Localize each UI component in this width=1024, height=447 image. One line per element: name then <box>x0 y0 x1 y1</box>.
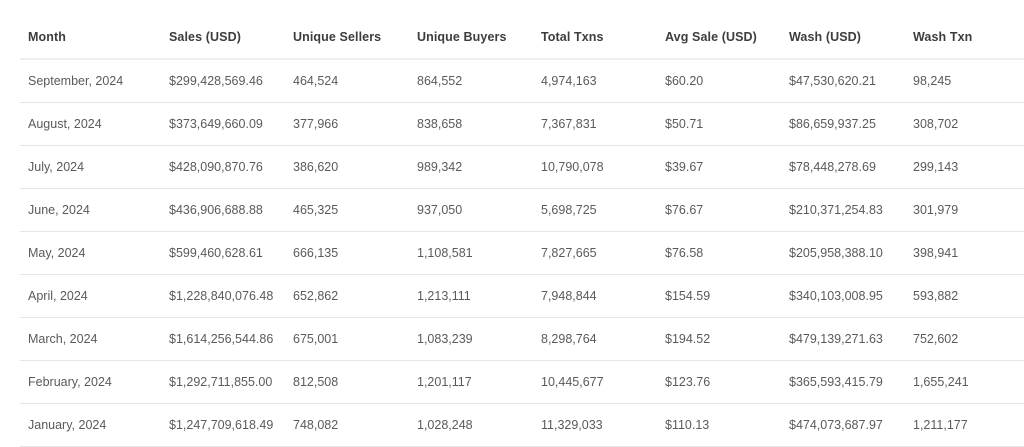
column-header-wash-usd: Wash (USD) <box>781 16 905 60</box>
cell-avg-sale-usd: $110.13 <box>657 403 781 447</box>
table-row: August, 2024 $373,649,660.09 377,966 838… <box>20 102 1024 146</box>
cell-total-txns: 7,367,831 <box>533 102 657 146</box>
cell-unique-sellers: 812,508 <box>285 360 409 404</box>
cell-sales-usd: $1,292,711,855.00 <box>161 360 285 404</box>
cell-unique-sellers: 464,524 <box>285 59 409 103</box>
cell-unique-buyers: 1,201,117 <box>409 360 533 404</box>
cell-total-txns: 7,827,665 <box>533 231 657 275</box>
cell-total-txns: 4,974,163 <box>533 59 657 103</box>
cell-avg-sale-usd: $39.67 <box>657 145 781 189</box>
cell-avg-sale-usd: $154.59 <box>657 274 781 318</box>
cell-sales-usd: $599,460,628.61 <box>161 231 285 275</box>
cell-sales-usd: $373,649,660.09 <box>161 102 285 146</box>
cell-unique-buyers: 1,108,581 <box>409 231 533 275</box>
column-header-wash-txn: Wash Txn <box>905 16 1024 60</box>
cell-total-txns: 7,948,844 <box>533 274 657 318</box>
cell-total-txns: 11,329,033 <box>533 403 657 447</box>
table-row: March, 2024 $1,614,256,544.86 675,001 1,… <box>20 317 1024 361</box>
cell-avg-sale-usd: $60.20 <box>657 59 781 103</box>
cell-unique-sellers: 666,135 <box>285 231 409 275</box>
cell-total-txns: 8,298,764 <box>533 317 657 361</box>
column-header-unique-sellers: Unique Sellers <box>285 16 409 60</box>
cell-wash-usd: $78,448,278.69 <box>781 145 905 189</box>
cell-unique-sellers: 652,862 <box>285 274 409 318</box>
cell-unique-sellers: 675,001 <box>285 317 409 361</box>
cell-wash-usd: $340,103,008.95 <box>781 274 905 318</box>
cell-wash-txn: 98,245 <box>905 59 1024 103</box>
cell-avg-sale-usd: $76.67 <box>657 188 781 232</box>
table-row: April, 2024 $1,228,840,076.48 652,862 1,… <box>20 274 1024 318</box>
cell-unique-buyers: 1,083,239 <box>409 317 533 361</box>
cell-sales-usd: $436,906,688.88 <box>161 188 285 232</box>
cell-wash-usd: $205,958,388.10 <box>781 231 905 275</box>
cell-wash-txn: 299,143 <box>905 145 1024 189</box>
cell-wash-usd: $365,593,415.79 <box>781 360 905 404</box>
cell-wash-txn: 301,979 <box>905 188 1024 232</box>
cell-wash-usd: $474,073,687.97 <box>781 403 905 447</box>
column-header-total-txns: Total Txns <box>533 16 657 60</box>
cell-total-txns: 10,445,677 <box>533 360 657 404</box>
cell-wash-txn: 1,211,177 <box>905 403 1024 447</box>
table-row: July, 2024 $428,090,870.76 386,620 989,3… <box>20 145 1024 189</box>
cell-wash-txn: 593,882 <box>905 274 1024 318</box>
cell-unique-sellers: 748,082 <box>285 403 409 447</box>
cell-wash-usd: $210,371,254.83 <box>781 188 905 232</box>
cell-unique-sellers: 465,325 <box>285 188 409 232</box>
cell-unique-buyers: 1,028,248 <box>409 403 533 447</box>
table-row: June, 2024 $436,906,688.88 465,325 937,0… <box>20 188 1024 232</box>
monthly-sales-table-container: Month Sales (USD) Unique Sellers Unique … <box>20 16 1024 447</box>
column-header-unique-buyers: Unique Buyers <box>409 16 533 60</box>
table-row: May, 2024 $599,460,628.61 666,135 1,108,… <box>20 231 1024 275</box>
cell-wash-usd: $479,139,271.63 <box>781 317 905 361</box>
cell-unique-buyers: 838,658 <box>409 102 533 146</box>
column-header-month: Month <box>20 16 161 60</box>
cell-wash-txn: 752,602 <box>905 317 1024 361</box>
table-row: September, 2024 $299,428,569.46 464,524 … <box>20 59 1024 103</box>
cell-unique-buyers: 864,552 <box>409 59 533 103</box>
monthly-sales-table: Month Sales (USD) Unique Sellers Unique … <box>20 16 1024 447</box>
cell-unique-buyers: 937,050 <box>409 188 533 232</box>
cell-month: July, 2024 <box>20 145 161 189</box>
cell-month: September, 2024 <box>20 59 161 103</box>
cell-total-txns: 10,790,078 <box>533 145 657 189</box>
cell-unique-sellers: 377,966 <box>285 102 409 146</box>
table-row: February, 2024 $1,292,711,855.00 812,508… <box>20 360 1024 404</box>
cell-sales-usd: $1,614,256,544.86 <box>161 317 285 361</box>
cell-avg-sale-usd: $76.58 <box>657 231 781 275</box>
cell-sales-usd: $1,228,840,076.48 <box>161 274 285 318</box>
column-header-sales-usd: Sales (USD) <box>161 16 285 60</box>
column-header-avg-sale-usd: Avg Sale (USD) <box>657 16 781 60</box>
cell-month: January, 2024 <box>20 403 161 447</box>
cell-avg-sale-usd: $123.76 <box>657 360 781 404</box>
cell-month: May, 2024 <box>20 231 161 275</box>
cell-wash-txn: 1,655,241 <box>905 360 1024 404</box>
cell-month: March, 2024 <box>20 317 161 361</box>
cell-wash-usd: $86,659,937.25 <box>781 102 905 146</box>
cell-unique-sellers: 386,620 <box>285 145 409 189</box>
cell-wash-txn: 398,941 <box>905 231 1024 275</box>
cell-unique-buyers: 989,342 <box>409 145 533 189</box>
table-header-row: Month Sales (USD) Unique Sellers Unique … <box>20 16 1024 60</box>
cell-sales-usd: $299,428,569.46 <box>161 59 285 103</box>
cell-month: August, 2024 <box>20 102 161 146</box>
table-body: September, 2024 $299,428,569.46 464,524 … <box>20 59 1024 447</box>
cell-wash-txn: 308,702 <box>905 102 1024 146</box>
cell-month: June, 2024 <box>20 188 161 232</box>
cell-sales-usd: $428,090,870.76 <box>161 145 285 189</box>
cell-sales-usd: $1,247,709,618.49 <box>161 403 285 447</box>
table-row: January, 2024 $1,247,709,618.49 748,082 … <box>20 403 1024 447</box>
cell-month: February, 2024 <box>20 360 161 404</box>
cell-total-txns: 5,698,725 <box>533 188 657 232</box>
cell-avg-sale-usd: $50.71 <box>657 102 781 146</box>
cell-wash-usd: $47,530,620.21 <box>781 59 905 103</box>
cell-month: April, 2024 <box>20 274 161 318</box>
cell-avg-sale-usd: $194.52 <box>657 317 781 361</box>
cell-unique-buyers: 1,213,111 <box>409 274 533 318</box>
